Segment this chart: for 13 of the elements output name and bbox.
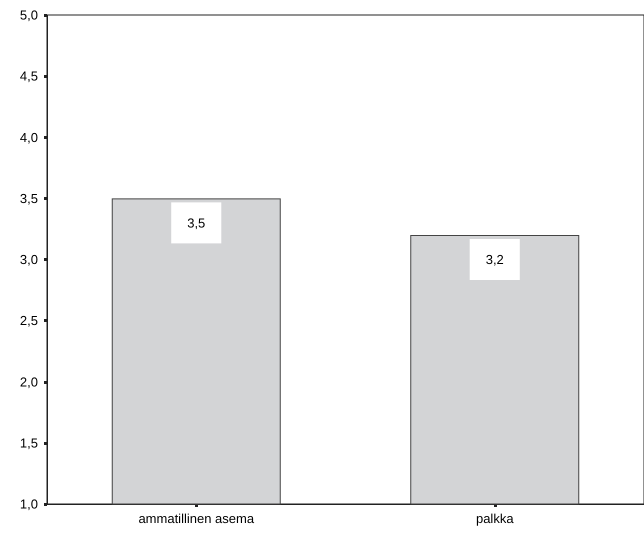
y-tick-label: 2,5 [20,313,38,328]
y-tick-label: 1,0 [20,496,38,512]
data-label: 3,2 [486,252,504,268]
y-tick-label: 3,5 [20,190,38,206]
y-tick-label: 3,0 [20,252,38,267]
x-tick-label: ammatillinen asema [138,511,255,526]
y-tick-label: 4,0 [20,130,38,145]
y-tick-label: 5,0 [20,8,38,22]
y-tick-label: 1,5 [20,435,38,450]
x-tick-label: palkka [476,511,514,526]
data-label: 3,5 [187,215,206,230]
y-tick-label: 4,5 [20,68,38,84]
y-tick-label: 2,0 [20,374,38,390]
